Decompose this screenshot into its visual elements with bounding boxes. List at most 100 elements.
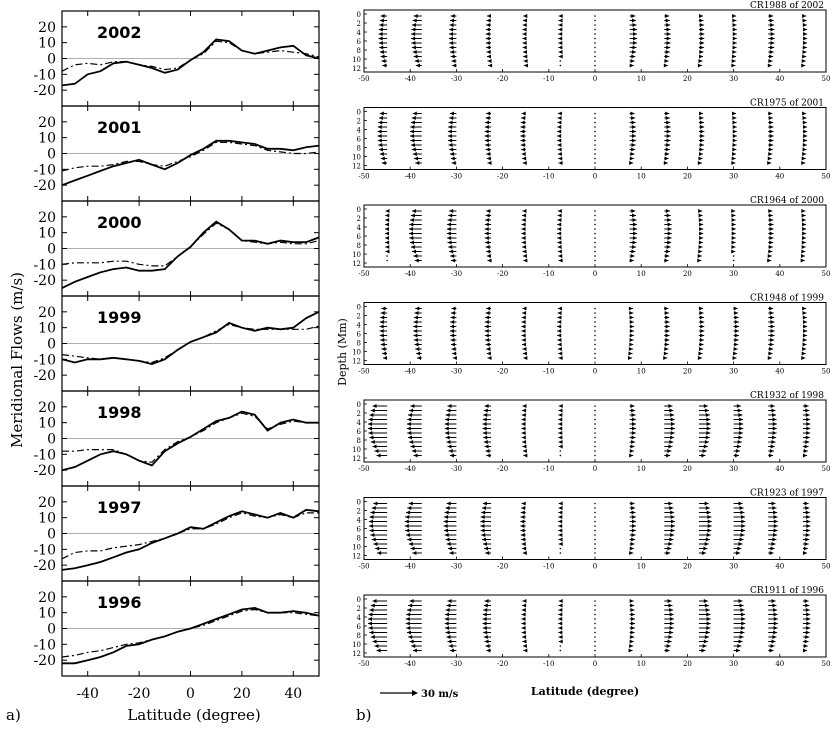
x-tick-label: 0 bbox=[593, 563, 597, 571]
flow-arrow bbox=[407, 608, 422, 612]
flow-arrow-head bbox=[699, 227, 704, 231]
flow-arrow-dot bbox=[594, 534, 596, 536]
flow-arrow-dot bbox=[594, 28, 596, 31]
flow-arrow bbox=[521, 116, 526, 120]
flow-arrow bbox=[698, 129, 705, 134]
flow-arrow-head bbox=[448, 449, 453, 453]
flow-arrow bbox=[664, 236, 672, 240]
flow-arrow bbox=[732, 36, 737, 41]
flow-arrow-head bbox=[804, 444, 809, 449]
flow-arrow-dot bbox=[594, 640, 596, 643]
flow-arrow-head bbox=[377, 551, 382, 555]
flow-arrow bbox=[664, 648, 670, 653]
flow-arrow-dot bbox=[594, 330, 596, 332]
x-tick-label: -20 bbox=[497, 270, 508, 278]
flow-arrow-head bbox=[707, 515, 712, 519]
flow-arrow bbox=[629, 147, 636, 152]
flow-arrow-head bbox=[446, 603, 451, 608]
flow-arrow bbox=[446, 635, 457, 639]
flow-arrow-head bbox=[703, 546, 708, 551]
flow-arrow bbox=[768, 608, 778, 612]
flow-arrow bbox=[698, 36, 705, 41]
flow-arrow-head bbox=[700, 32, 705, 36]
flow-arrow-head bbox=[521, 240, 526, 245]
flow-arrow-head bbox=[449, 453, 454, 458]
flow-arrow-head bbox=[670, 515, 675, 519]
flow-arrow-head bbox=[487, 258, 492, 263]
flow-arrow bbox=[485, 240, 492, 245]
flow-arrow bbox=[664, 533, 675, 537]
flow-arrow bbox=[485, 311, 492, 315]
flow-arrow bbox=[698, 18, 704, 23]
flow-arrow bbox=[557, 129, 562, 134]
flow-arrow-head bbox=[522, 254, 527, 258]
flow-arrow bbox=[415, 347, 422, 351]
flow-arrow bbox=[629, 426, 637, 431]
flow-arrow bbox=[629, 156, 634, 161]
y-tick-label: 0 bbox=[47, 147, 56, 163]
flow-arrow bbox=[733, 510, 745, 515]
flow-arrow-head bbox=[631, 537, 636, 542]
flow-arrow-head bbox=[482, 506, 487, 510]
flow-arrow-head bbox=[803, 449, 808, 453]
flow-arrow bbox=[521, 617, 526, 621]
flow-arrow-head bbox=[449, 27, 454, 32]
flow-arrow-head bbox=[667, 639, 672, 644]
flow-arrow bbox=[698, 533, 711, 537]
flow-arrow bbox=[731, 59, 736, 63]
series-line-solid bbox=[61, 38, 320, 87]
flow-arrow bbox=[449, 23, 457, 27]
flow-arrow bbox=[486, 152, 492, 156]
y-tick-label: 2 bbox=[357, 605, 361, 613]
flow-arrow-head bbox=[485, 338, 490, 342]
flow-arrow-head bbox=[367, 621, 372, 626]
flow-arrow-head bbox=[630, 603, 635, 608]
flow-arrow bbox=[382, 63, 388, 68]
flow-arrow bbox=[698, 311, 704, 315]
flow-arrow bbox=[450, 18, 457, 23]
flow-arrow-head bbox=[557, 143, 562, 147]
flow-arrow-dot bbox=[594, 37, 596, 40]
flow-arrow-head bbox=[451, 59, 456, 63]
flow-arrow bbox=[482, 501, 492, 506]
flow-arrow bbox=[482, 426, 492, 431]
flow-arrow-head bbox=[414, 156, 419, 161]
flow-arrow-head bbox=[484, 639, 489, 644]
flow-arrow bbox=[522, 23, 527, 27]
flow-arrow-head bbox=[413, 320, 418, 324]
scale-arrow bbox=[380, 690, 418, 696]
flow-arrow bbox=[733, 426, 744, 431]
flow-arrow bbox=[733, 608, 745, 612]
flow-arrow-head bbox=[739, 635, 744, 639]
flow-arrow bbox=[733, 320, 739, 324]
flow-arrow bbox=[446, 542, 457, 546]
flow-arrow bbox=[664, 329, 670, 333]
flow-arrow bbox=[629, 240, 637, 245]
flow-arrow bbox=[487, 161, 492, 165]
flow-arrow bbox=[409, 408, 422, 413]
flow-arrow-head bbox=[801, 156, 806, 161]
flow-arrow bbox=[768, 417, 777, 422]
flow-arrow bbox=[411, 27, 422, 32]
flow-arrow-head bbox=[699, 222, 704, 227]
flow-arrow-dot bbox=[594, 117, 596, 119]
flow-arrow bbox=[629, 621, 635, 626]
flow-arrow bbox=[485, 213, 492, 218]
flow-arrow-head bbox=[768, 147, 773, 152]
flow-arrow-head bbox=[802, 54, 807, 59]
y-tick-label: 0 bbox=[47, 432, 56, 448]
panel-frame bbox=[363, 302, 827, 365]
flow-arrow bbox=[802, 648, 808, 653]
flow-arrow bbox=[446, 231, 457, 236]
flow-arrow-head bbox=[444, 617, 449, 621]
flow-arrow bbox=[733, 408, 742, 413]
flow-arrow-head bbox=[732, 125, 737, 129]
flow-arrow bbox=[558, 41, 563, 45]
flow-arrow-head bbox=[670, 426, 675, 431]
flow-arrow bbox=[802, 306, 807, 311]
flow-arrow-head bbox=[380, 311, 385, 315]
flow-arrow bbox=[768, 519, 778, 524]
flow-arrow-head bbox=[665, 14, 670, 18]
